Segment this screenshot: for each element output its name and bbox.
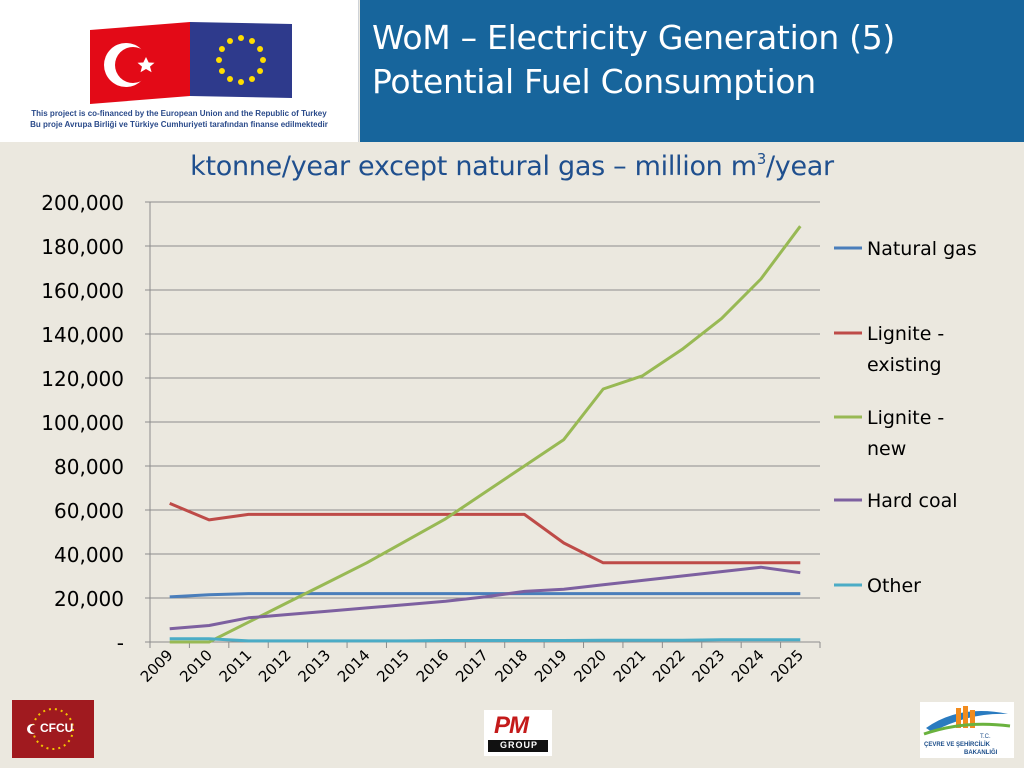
x-tick-label: 2024 xyxy=(728,646,768,686)
y-axis-tick-labels: - 20,000 40,000 60,000 80,000 100,000 120,000 1… xyxy=(41,191,124,655)
series-line xyxy=(169,225,802,644)
x-tick-label: 2015 xyxy=(373,646,413,686)
gridlines xyxy=(150,201,820,599)
slide-title-line-2: Potential Fuel Consumption xyxy=(372,61,816,101)
pm-group-label: GROUP xyxy=(500,740,539,750)
legend-label: new xyxy=(867,438,906,460)
y-tick-label: 200,000 xyxy=(41,191,124,215)
series-lines xyxy=(169,225,802,644)
y-tick-label: 100,000 xyxy=(41,411,124,435)
eu-star-icon xyxy=(216,57,222,63)
series-line xyxy=(169,502,801,565)
fuel-consumption-line-chart: - 20,000 40,000 60,000 80,000 100,000 120,000 1… xyxy=(41,191,977,686)
ministry-label-line-1: T.C. xyxy=(980,734,991,740)
cfcu-emblem-icon xyxy=(12,700,94,758)
subtitle-superscript: 3 xyxy=(756,150,767,168)
eu-star-icon xyxy=(218,46,225,52)
eu-star-icon xyxy=(227,76,233,83)
x-tick-label: 2014 xyxy=(334,646,374,686)
eu-flag-icon xyxy=(190,22,292,98)
ministry-label-line-3: BAKANLIĞI xyxy=(964,750,998,756)
x-tick-label: 2016 xyxy=(413,646,453,686)
y-tick-label: 160,000 xyxy=(41,279,124,303)
title-banner: WoM – Electricity Generation (5) Potenti… xyxy=(360,0,1024,142)
eu-star-icon xyxy=(218,68,225,74)
legend-label: Hard coal xyxy=(867,490,958,512)
legend-label: Lignite - xyxy=(867,323,944,345)
ministry-label-line-2: ÇEVRE VE ŞEHİRCİLİK xyxy=(924,742,991,748)
x-tick-label: 2023 xyxy=(689,646,729,686)
eu-star-icon xyxy=(260,57,266,63)
ministry-emblem-icon xyxy=(923,706,1011,736)
eu-star-icon xyxy=(249,76,255,83)
series-line xyxy=(169,637,801,643)
pm-group-logo: PM GROUP xyxy=(484,710,552,756)
y-tick-label: 40,000 xyxy=(54,543,124,567)
eu-star-icon xyxy=(257,68,264,74)
ministry-logo: T.C. ÇEVRE VE ŞEHİRCİLİK BAKANLIĞI xyxy=(920,702,1014,758)
pm-label: PM xyxy=(494,712,529,739)
slide-title-line-1: WoM – Electricity Generation (5) xyxy=(372,18,895,57)
x-tick-label: 2019 xyxy=(531,646,571,686)
x-tick-label: 2010 xyxy=(176,646,216,686)
x-tick-label: 2011 xyxy=(216,646,256,686)
y-tick-label: 60,000 xyxy=(54,499,124,523)
slide-title: WoM – Electricity Generation (5) Potenti… xyxy=(372,16,895,103)
legend-label: Natural gas xyxy=(867,238,977,260)
x-tick-label: 2012 xyxy=(255,646,295,686)
x-tick-label: 2017 xyxy=(452,646,492,686)
x-axis-tick-labels: 2009 2010 2011 2012 2013 2014 2015 2016 2017 2018… xyxy=(137,646,807,686)
y-tick-label: 20,000 xyxy=(54,587,124,611)
eu-star-icon xyxy=(249,37,255,44)
cfcu-logo: CFCU xyxy=(12,700,94,758)
x-tick-label: 2025 xyxy=(767,646,807,686)
y-tick-label: 180,000 xyxy=(41,235,124,259)
chart-subtitle: ktonne/year except natural gas – million… xyxy=(0,150,1024,182)
cfcu-label: CFCU xyxy=(40,721,74,735)
x-tick-label: 2009 xyxy=(137,646,177,686)
y-tick-label: 140,000 xyxy=(41,323,124,347)
x-tick-label: 2020 xyxy=(570,646,610,686)
subtitle-text: ktonne/year except natural gas – million… xyxy=(190,151,757,182)
co-financed-note-en: This project is co-financed by the Europ… xyxy=(31,109,327,118)
co-financed-note-tr: Bu proje Avrupa Birliği ve Türkiye Cumhu… xyxy=(30,120,328,129)
eu-star-icon xyxy=(257,46,264,52)
axes xyxy=(145,201,821,648)
legend-label: Other xyxy=(867,575,921,597)
series-line xyxy=(169,565,801,631)
logo-panel: This project is co-financed by the Europ… xyxy=(0,0,359,142)
x-tick-label: 2013 xyxy=(294,646,334,686)
legend-label: existing xyxy=(867,354,942,376)
y-tick-label: 120,000 xyxy=(41,367,124,391)
y-tick-label: 80,000 xyxy=(54,455,124,479)
x-tick-label: 2018 xyxy=(492,646,532,686)
turkey-eu-flags-logo xyxy=(90,22,292,104)
eu-star-icon xyxy=(238,35,244,41)
x-tick-label: 2021 xyxy=(610,646,650,686)
y-tick-label: - xyxy=(117,631,124,655)
series-line xyxy=(169,592,801,599)
chart-legend: Natural gas Lignite - existing Lignite - new… xyxy=(834,238,977,597)
subtitle-unit-suffix: /year xyxy=(766,151,834,182)
co-financed-note: This project is co-financed by the Europ… xyxy=(0,108,358,130)
x-tick-label: 2022 xyxy=(649,646,689,686)
legend-label: Lignite - xyxy=(867,407,944,429)
eu-star-icon xyxy=(227,37,233,44)
eu-star-icon xyxy=(238,79,244,85)
pm-group-band xyxy=(488,740,548,752)
